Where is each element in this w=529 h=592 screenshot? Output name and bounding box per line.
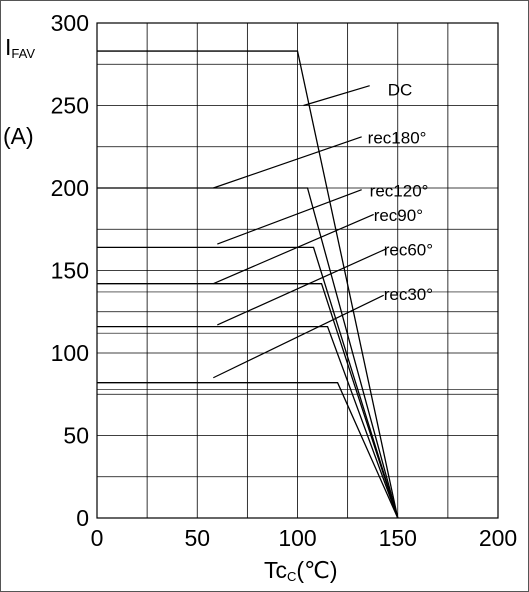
x-axis-label: TcC(℃) xyxy=(264,557,338,584)
x-tick-label: 0 xyxy=(91,525,104,551)
y-tick-label: 200 xyxy=(51,175,89,201)
plot-grid xyxy=(97,23,498,518)
label-leader-line xyxy=(217,189,362,245)
y-axis-unit: (A) xyxy=(3,123,34,149)
x-tick-label: 100 xyxy=(278,525,316,551)
series-label: rec30° xyxy=(384,285,433,304)
series-label: DC xyxy=(388,81,413,100)
series-line-dc xyxy=(97,50,399,519)
label-leader-line xyxy=(217,248,386,326)
series-label: rec90° xyxy=(374,206,423,225)
series-line-rec90 xyxy=(97,283,399,519)
series-lines xyxy=(97,50,399,519)
plot-border xyxy=(96,22,499,519)
label-leader-line xyxy=(213,136,362,189)
label-leader-line xyxy=(213,294,384,379)
x-tick-label: 200 xyxy=(479,525,517,551)
y-tick-label: 150 xyxy=(51,258,89,284)
x-tick-label: 150 xyxy=(379,525,417,551)
y-tick-label: 50 xyxy=(63,423,89,449)
y-tick-label: 300 xyxy=(51,10,89,36)
series-line-rec60 xyxy=(97,325,399,519)
series-label: rec60° xyxy=(384,241,433,260)
y-axis-label: IFAV xyxy=(5,34,35,61)
label-leaders xyxy=(213,85,386,379)
series-labels: DC rec180° rec120° rec90° rec60° rec30° xyxy=(368,81,433,305)
label-leader-line xyxy=(213,213,374,285)
series-line-rec30 xyxy=(97,382,399,519)
label-leader-line xyxy=(303,85,370,107)
series-label: rec180° xyxy=(368,128,427,147)
tick-labels: 0 50 100 150 200 0 50 100 150 200 250 300 xyxy=(51,10,518,551)
y-tick-label: 0 xyxy=(76,505,89,531)
x-tick-label: 50 xyxy=(184,525,210,551)
series-line-rec180 xyxy=(97,187,399,519)
y-tick-label: 100 xyxy=(51,340,89,366)
y-tick-label: 250 xyxy=(51,93,89,119)
series-label: rec120° xyxy=(370,181,429,200)
series-line-rec120 xyxy=(97,246,399,519)
